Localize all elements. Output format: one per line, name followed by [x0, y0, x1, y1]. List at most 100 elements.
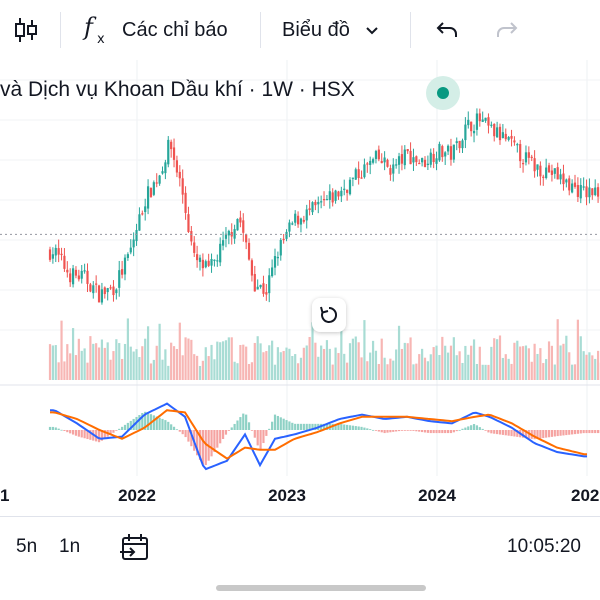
candle-body — [340, 190, 343, 197]
volume-bar — [406, 343, 409, 380]
histogram-bar — [455, 430, 458, 432]
histogram-bar — [400, 430, 404, 431]
reset-chart-button[interactable] — [312, 298, 346, 332]
volume-bar — [432, 347, 435, 380]
histogram-bar — [213, 430, 216, 453]
histogram-bar — [146, 412, 150, 430]
candle-body — [573, 182, 577, 187]
candle-body — [276, 256, 279, 259]
volume-bar — [484, 364, 487, 380]
volume-bar — [123, 343, 127, 380]
volume-bar — [576, 319, 579, 380]
candle-body — [305, 209, 308, 221]
candle-body — [519, 144, 522, 162]
candle-body — [149, 187, 153, 197]
candle-body — [201, 259, 204, 269]
histogram-bar — [397, 430, 401, 432]
candle-body — [357, 169, 360, 179]
volume-bar — [438, 355, 441, 380]
candle-body — [429, 152, 432, 165]
goto-date-button[interactable] — [120, 517, 150, 577]
histogram-bar — [346, 424, 349, 430]
volume-bar — [331, 364, 334, 380]
volume-bar — [386, 364, 389, 380]
volume-bar — [496, 339, 499, 380]
histogram-bar — [123, 424, 127, 430]
histogram-bar — [63, 430, 66, 431]
volume-bar — [513, 342, 516, 380]
volume-bar — [519, 346, 522, 380]
price-chart[interactable] — [0, 60, 600, 476]
candle-body — [322, 199, 326, 201]
candle-body — [242, 220, 245, 233]
histogram-bar — [426, 430, 429, 433]
histogram-bar — [501, 430, 504, 435]
histogram-bar — [245, 414, 248, 430]
candle-body — [478, 113, 481, 122]
candle-body — [294, 213, 297, 223]
redo-button[interactable] — [490, 0, 524, 60]
candle-body — [527, 152, 530, 158]
histogram-bar — [262, 430, 265, 444]
candle-body — [498, 126, 502, 141]
chart-type-dropdown[interactable]: Biểu đồ — [282, 0, 380, 60]
histogram-bar — [86, 430, 89, 440]
histogram-bar — [221, 430, 225, 439]
status-dot — [437, 87, 449, 99]
candle-body — [118, 270, 121, 288]
range-5y-button[interactable]: 5n — [16, 536, 38, 557]
candle-body — [181, 178, 184, 195]
candle-body — [533, 158, 536, 172]
candle-body — [60, 253, 63, 256]
chart-style-button[interactable] — [8, 0, 44, 60]
candle-body — [395, 164, 398, 166]
chart-title[interactable]: và Dịch vụ Khoan Dầu khí · 1W · HSX — [0, 78, 355, 101]
candle-body — [559, 174, 562, 180]
histogram-bar — [464, 427, 467, 430]
candle-body — [348, 179, 352, 195]
histogram-bar — [170, 424, 173, 430]
candle-body — [446, 145, 450, 152]
candle-body — [435, 158, 438, 164]
candle-body — [415, 156, 418, 163]
candle-body — [207, 260, 210, 266]
volume-bar — [273, 364, 277, 380]
histogram-bar — [542, 430, 545, 439]
candle-body — [363, 164, 366, 178]
volume-bar — [320, 345, 323, 380]
histogram-bar — [343, 424, 346, 430]
candle-body — [193, 242, 196, 253]
histogram-bar — [371, 429, 375, 431]
candle-body — [80, 270, 83, 279]
volume-bar — [487, 364, 490, 380]
market-status-indicator[interactable] — [426, 76, 460, 110]
volume-bar — [435, 345, 438, 380]
histogram-bar — [470, 425, 473, 430]
histogram-bar — [562, 430, 565, 436]
candle-body — [245, 234, 248, 243]
volume-bar — [516, 340, 519, 380]
volume-bar — [354, 336, 357, 380]
volume-bar — [115, 339, 118, 380]
volume-bar — [210, 344, 213, 380]
undo-button[interactable] — [430, 0, 464, 60]
histogram-bar — [302, 423, 305, 430]
volume-bar — [193, 354, 196, 380]
volume-bar — [371, 340, 375, 380]
candle-body — [400, 154, 404, 164]
candle-body — [233, 229, 236, 239]
histogram-bar — [288, 421, 291, 430]
candle-body — [545, 167, 548, 178]
volume-bar — [92, 343, 95, 380]
candle-body — [521, 163, 525, 165]
svg-text:x: x — [97, 32, 105, 47]
range-1y-button[interactable]: 1n — [59, 536, 81, 557]
histogram-bar — [305, 423, 308, 430]
indicators-button[interactable]: f x Các chỉ báo — [82, 0, 228, 60]
candle-body — [550, 170, 554, 175]
redo-icon — [497, 22, 518, 37]
histogram-bar — [507, 430, 510, 436]
histogram-bar — [395, 430, 398, 432]
candle-body — [571, 183, 574, 193]
volume-bar — [461, 362, 464, 380]
